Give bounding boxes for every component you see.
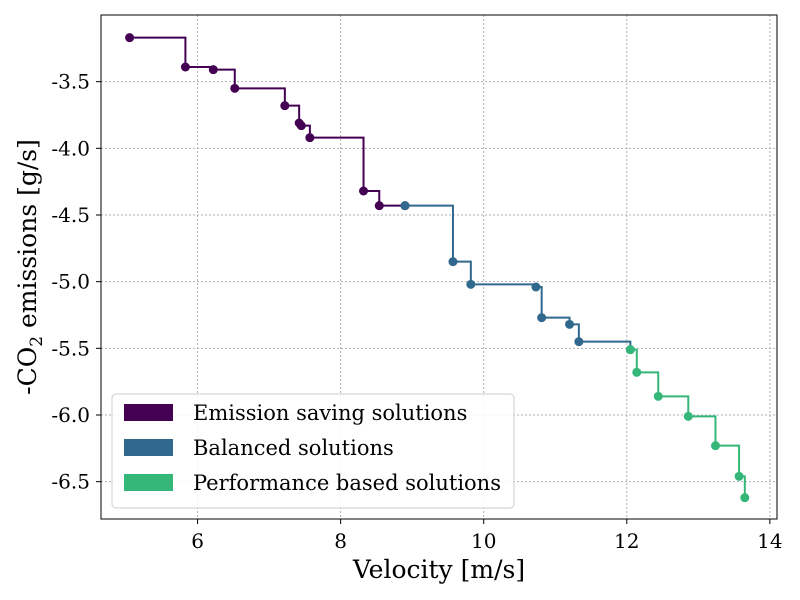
- legend-label: Emission saving solutions: [193, 401, 467, 425]
- x-tick-label: 14: [757, 529, 782, 553]
- data-point: [359, 186, 369, 196]
- y-tick-label: -6.0: [51, 403, 90, 427]
- legend-label: Performance based solutions: [193, 471, 501, 495]
- data-point: [710, 441, 720, 451]
- data-point: [180, 62, 190, 72]
- data-point: [305, 133, 315, 143]
- data-point: [683, 411, 693, 421]
- data-point: [740, 493, 750, 503]
- data-point: [400, 201, 410, 211]
- legend-swatch: [124, 474, 173, 491]
- data-point: [230, 83, 240, 93]
- legend-frame: [111, 393, 515, 509]
- y-tick-label: -4.5: [51, 203, 90, 227]
- data-point: [448, 257, 458, 267]
- y-tick-label: -3.5: [51, 70, 90, 94]
- series-3: [625, 345, 750, 503]
- x-tick-label: 12: [614, 529, 639, 553]
- data-point: [280, 101, 290, 111]
- y-axis-ticks: -3.5 -4.0 -4.5 -5.0 -5.5 -6.0 -6.5: [51, 70, 101, 494]
- y-tick-label: -6.5: [51, 470, 90, 494]
- legend-label: Balanced solutions: [193, 436, 394, 460]
- legend-swatch: [124, 404, 173, 421]
- data-point: [565, 319, 575, 329]
- y-axis-label-prefix: -CO: [13, 347, 42, 395]
- x-tick-label: 6: [191, 529, 204, 553]
- legend: Emission saving solutions Balanced soluti…: [111, 393, 515, 509]
- y-tick-label: -5.0: [51, 270, 90, 294]
- x-tick-label: 8: [334, 529, 347, 553]
- data-point: [653, 391, 663, 401]
- x-tick-label: 10: [471, 529, 496, 553]
- data-point: [125, 33, 135, 43]
- data-point: [625, 345, 635, 355]
- y-tick-label: -5.5: [51, 336, 90, 360]
- y-axis-label-subscript: 2: [27, 336, 47, 347]
- data-point: [466, 279, 476, 289]
- legend-swatch: [124, 439, 173, 456]
- data-point: [632, 367, 642, 377]
- plot-frame: [100, 14, 778, 520]
- data-point: [374, 201, 384, 211]
- y-axis-label: -CO2 emissions [g/s]: [13, 139, 47, 395]
- x-axis-ticks: 6 8 10 12 14: [191, 519, 783, 553]
- y-axis-label-suffix: emissions [g/s]: [13, 139, 42, 336]
- data-point: [537, 313, 547, 323]
- x-axis-label: Velocity [m/s]: [352, 555, 525, 584]
- data-point: [574, 337, 584, 347]
- y-tick-label: -4.0: [51, 136, 90, 160]
- data-point: [734, 471, 744, 481]
- data-point: [208, 65, 218, 75]
- series-layer: [125, 33, 750, 503]
- series-step-line: [405, 204, 632, 350]
- data-point: [531, 282, 541, 292]
- data-point: [296, 121, 306, 131]
